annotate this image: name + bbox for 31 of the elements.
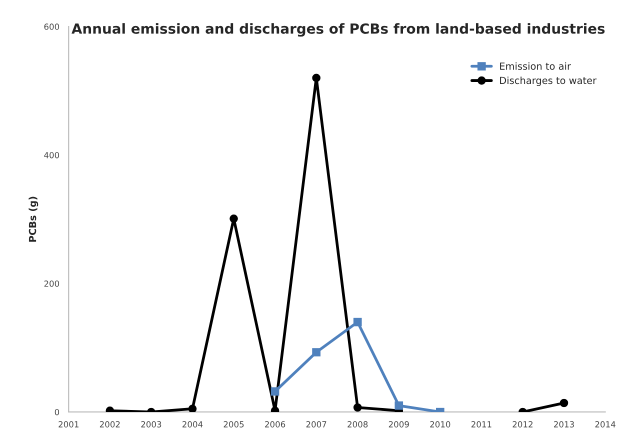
x-tick-label: 2008 [348, 421, 368, 428]
point [560, 398, 568, 408]
legend-label: Emission to air [500, 62, 571, 70]
y-tick-label: 0 [54, 408, 60, 416]
x-tick-label: 2004 [182, 421, 203, 428]
x-tick-label: 2005 [224, 421, 244, 428]
point [353, 318, 362, 326]
x-tick-label: 2012 [512, 421, 532, 428]
x-tick-label: 2014 [595, 421, 616, 428]
x-tick-label: 2011 [471, 421, 492, 428]
y-tick-label: 600 [44, 24, 60, 30]
x-tick-label: 2006 [265, 421, 286, 428]
chart-title: Annual emission and discharges of PCBs from land-based industries [72, 23, 605, 37]
y-axis-title: PCBs (g) [28, 196, 38, 242]
legend-label: Discharges to water [500, 76, 597, 86]
x-tick-label: 2013 [554, 421, 574, 428]
x-tick-label: 2010 [430, 421, 450, 428]
x-tick-label: 2003 [141, 421, 162, 428]
point [270, 387, 280, 396]
x-tick-label: 2002 [100, 421, 120, 428]
y-tick-label: 200 [44, 280, 60, 287]
point [312, 348, 320, 356]
point [394, 401, 404, 410]
x-tick-label: 2007 [306, 421, 326, 428]
x-tick-label: 2001 [58, 421, 78, 428]
point [188, 404, 197, 412]
point [312, 74, 320, 82]
y-tick-label: 400 [44, 152, 60, 158]
point [353, 403, 362, 412]
point [230, 214, 238, 223]
x-tick-label: 2009 [388, 421, 409, 428]
